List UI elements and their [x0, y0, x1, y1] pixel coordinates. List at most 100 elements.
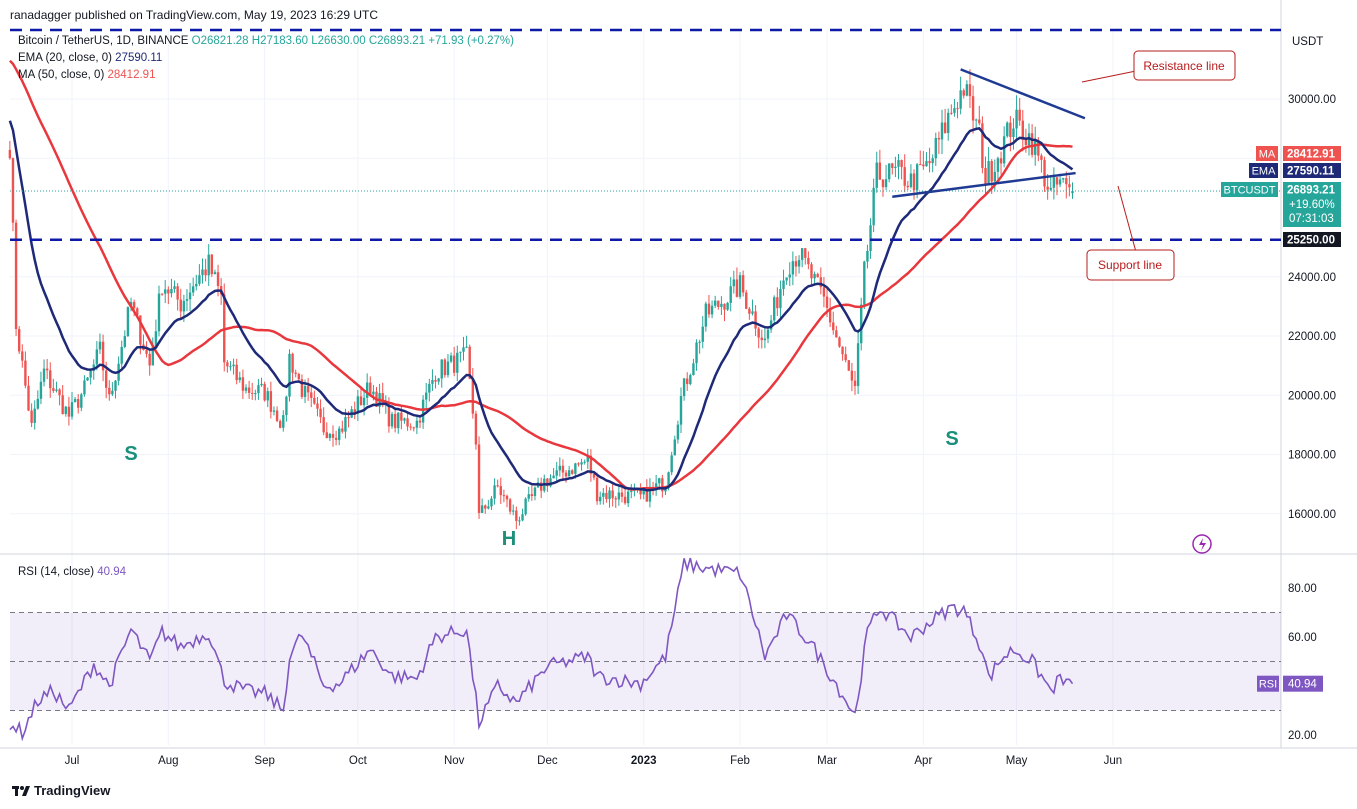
candle-body [251, 392, 254, 394]
candle-body [838, 337, 841, 347]
candle-body [707, 303, 711, 315]
candle-body [825, 296, 829, 308]
candle-body [782, 280, 785, 290]
candle-body [260, 383, 263, 386]
candle-body [1046, 186, 1049, 190]
candle-body [577, 463, 580, 465]
resistance-trendline [960, 68, 1086, 120]
candle-body [1071, 191, 1074, 194]
candle-body [741, 275, 745, 293]
candle-body [996, 158, 1000, 172]
tradingview-logo[interactable]: TradingView [12, 783, 110, 798]
candle-body [21, 351, 24, 361]
candle-body [387, 403, 391, 427]
candle-body [499, 486, 502, 496]
candle-body [319, 408, 322, 418]
candle-body [748, 308, 751, 314]
right-shoulder-label: S [945, 428, 958, 450]
candle-body [508, 499, 512, 512]
candle-body [257, 385, 260, 394]
candle-body [33, 408, 36, 423]
candle-body [474, 413, 478, 445]
candle-body [866, 250, 869, 262]
candle-body [344, 417, 347, 432]
candle-body [555, 470, 558, 476]
candle-body [717, 300, 720, 307]
candle-body [238, 377, 241, 381]
candle-body [17, 329, 21, 352]
candle-body [797, 259, 801, 267]
candle-body [962, 90, 965, 96]
candle-body [816, 273, 819, 278]
candle-body [869, 225, 872, 251]
price-tag-name: EMA [1252, 166, 1277, 178]
candle-body [148, 353, 151, 366]
ohlc-open: O26821.28 [191, 35, 249, 47]
candle-body [561, 465, 565, 473]
candle-body [471, 378, 475, 414]
candle-body [232, 364, 235, 367]
candle-body [518, 520, 521, 522]
ma-legend: MA (50, close, 0) 28412.91 [18, 69, 155, 81]
candle-body [83, 380, 86, 395]
candle-body [968, 84, 972, 97]
time-tick-label: Aug [158, 755, 178, 767]
candle-body [763, 338, 767, 341]
candle-body [1006, 122, 1009, 137]
candle-body [101, 341, 105, 371]
candle-body [599, 496, 602, 502]
candle-body [428, 383, 431, 393]
candle-body [884, 179, 888, 188]
currency-label: USDT [1292, 36, 1323, 48]
candle-body [974, 119, 978, 121]
candle-body [822, 287, 826, 297]
ma-legend-value: 28412.91 [107, 69, 156, 81]
grid [10, 30, 1281, 745]
candle-body [406, 418, 409, 427]
resistance-callout-box [1133, 50, 1236, 81]
candle-body [769, 320, 773, 330]
candle-body [462, 347, 465, 352]
candle-body [285, 396, 288, 416]
candle-body [80, 394, 83, 408]
candle-body [493, 485, 496, 499]
ohlc-low: L26630.00 [311, 35, 366, 47]
candle-body [111, 390, 114, 395]
candle-body [574, 463, 577, 474]
candle-body [524, 498, 527, 515]
candle-body [630, 490, 633, 492]
candle-body [89, 370, 92, 378]
candle-body [922, 164, 925, 167]
candle-body [732, 279, 736, 287]
price-tag-name-bg [1221, 182, 1278, 197]
candle-body [642, 487, 645, 495]
price-tag-bg [1283, 182, 1341, 227]
candle-body [328, 433, 332, 439]
candle-body [359, 396, 363, 406]
candle-body [670, 455, 673, 473]
candle-body [213, 272, 217, 275]
candle-body [1040, 155, 1043, 160]
candle-body [465, 346, 468, 348]
candle-body [310, 392, 313, 398]
rsi-tag-name: RSI [1259, 679, 1277, 691]
candle-body [167, 289, 170, 294]
candle-body [654, 483, 658, 488]
candle-body [1009, 122, 1012, 137]
candle-body [527, 494, 530, 499]
left-shoulder-label: S [124, 443, 137, 465]
candle-body [872, 187, 875, 226]
candle-body [123, 336, 127, 347]
candle-body [978, 119, 981, 124]
candle-body [70, 402, 74, 417]
price-tag-extra: 07:31:03 [1289, 213, 1334, 225]
candle-body [185, 299, 189, 301]
support-callout-label: Support line [1098, 258, 1162, 272]
candle-body [710, 305, 714, 315]
candle-body [586, 455, 589, 462]
time-tick-label: Jun [1104, 755, 1123, 767]
candle-body [36, 398, 40, 409]
candle-body [589, 455, 593, 474]
resistance-callout-label: Resistance line [1143, 59, 1225, 73]
candle-body [322, 417, 325, 433]
